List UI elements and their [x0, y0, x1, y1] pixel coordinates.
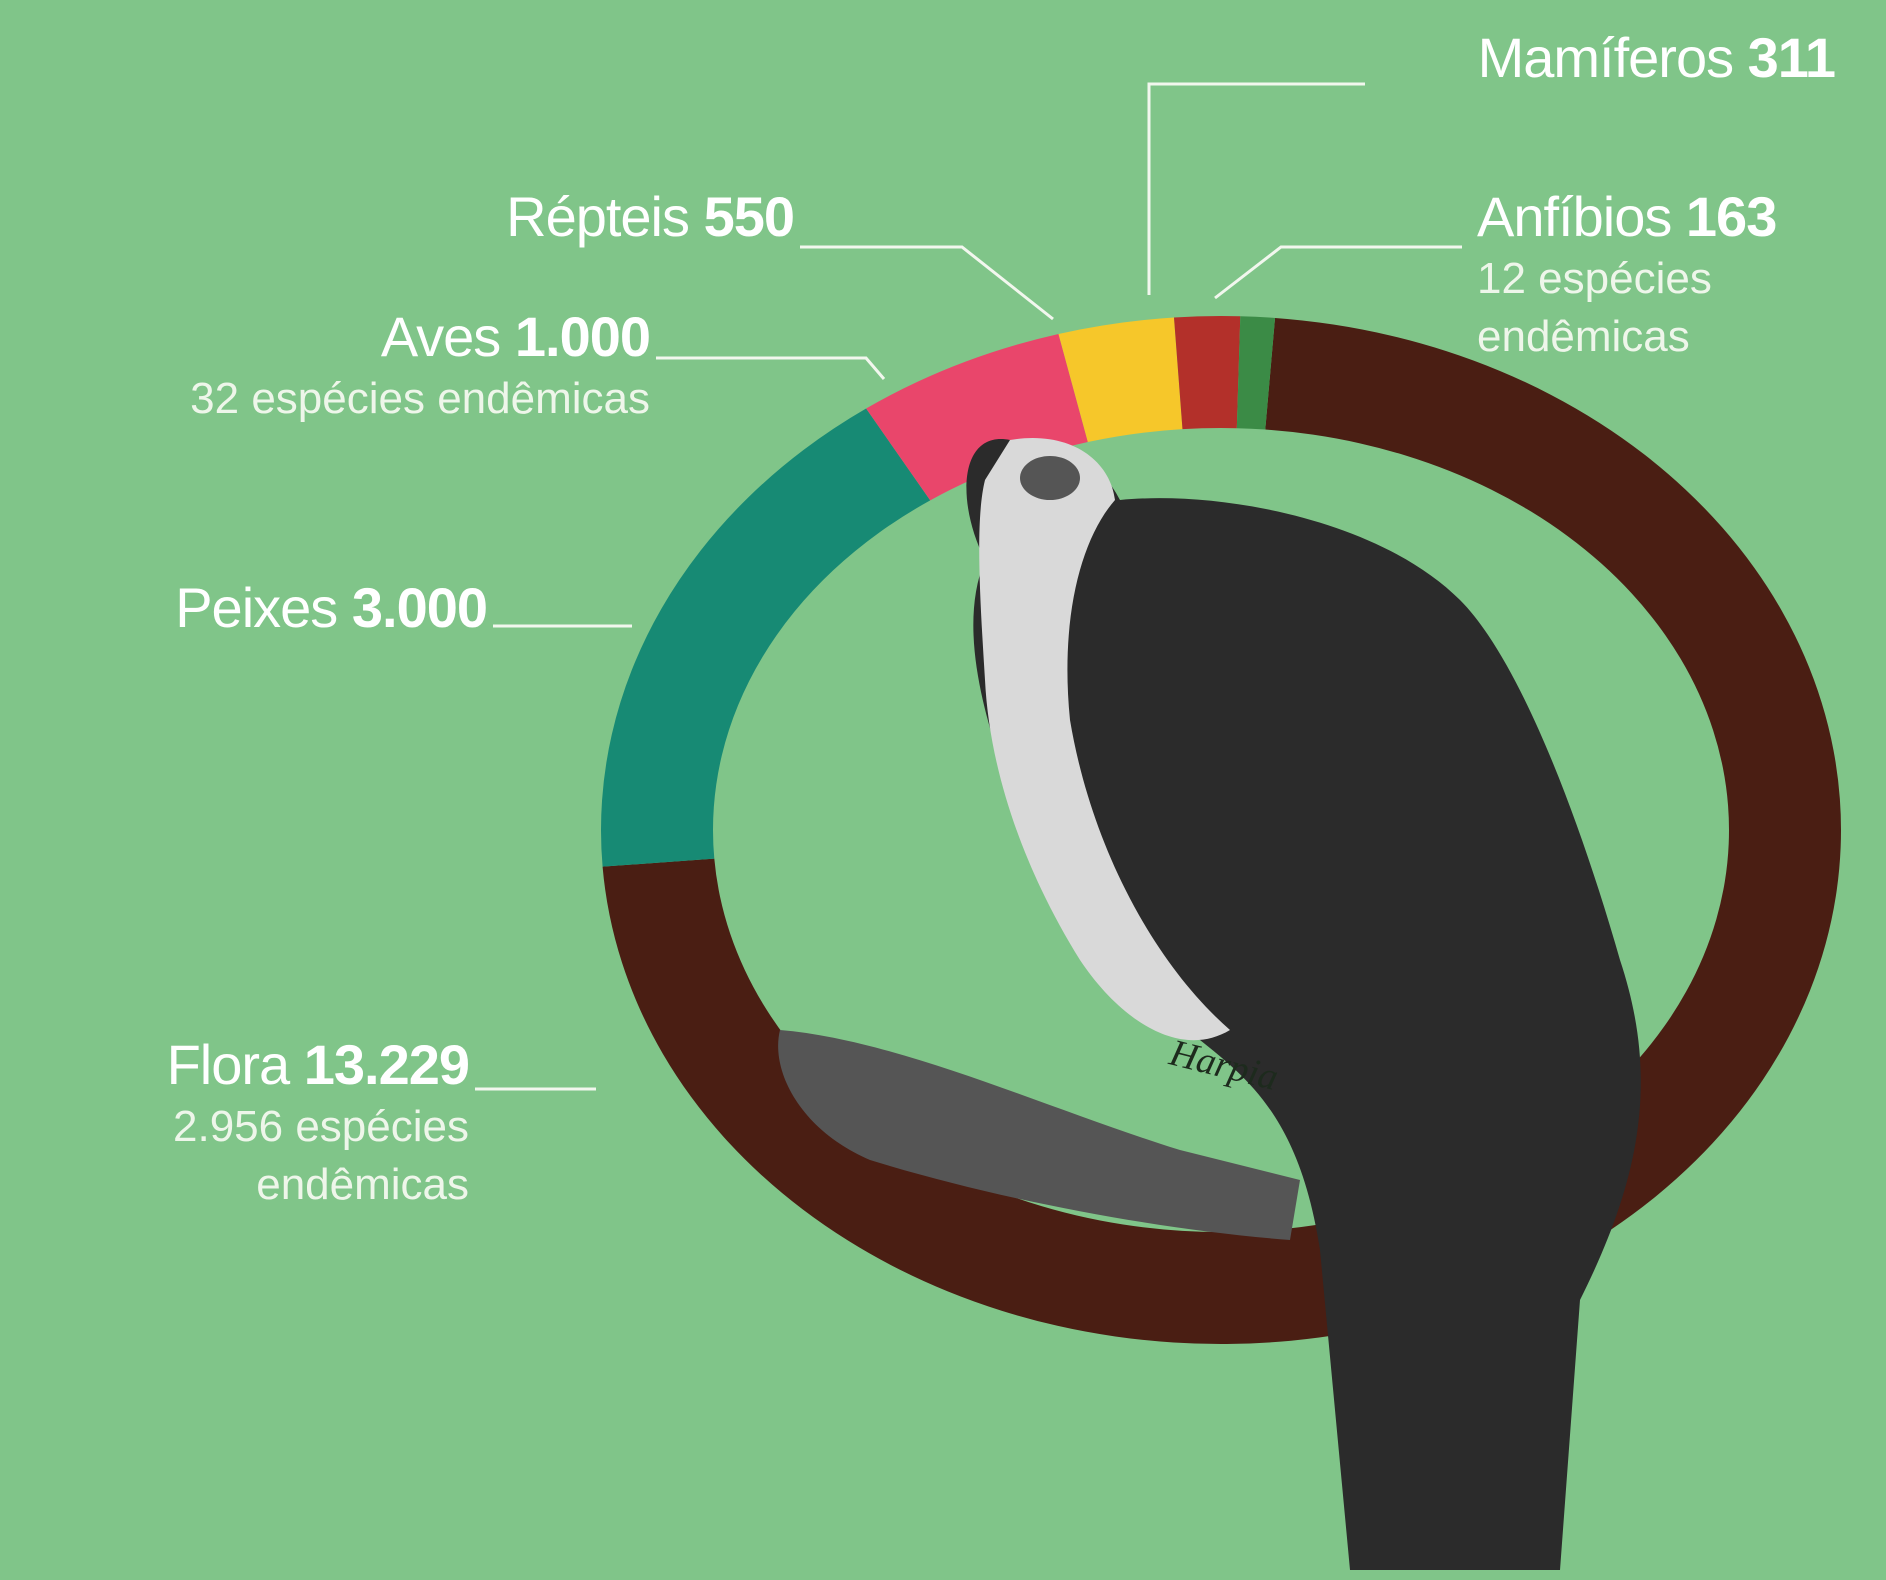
slice-label: Anfíbios 163 12 espécies endêmicas: [1477, 184, 1817, 366]
category-name: Anfíbios: [1477, 185, 1672, 248]
value-label: 550: [703, 185, 795, 248]
slice-label: Flora 13.229 2.956 espécies endêmicas: [49, 1032, 470, 1214]
value-label: 1.000: [514, 305, 651, 368]
branch: [778, 1030, 1300, 1240]
category-name: Mamíferos: [1477, 26, 1734, 89]
leader-line: [800, 245, 1054, 321]
bird-eye: [1020, 456, 1080, 500]
category-name: Peixes: [175, 576, 338, 639]
value-label: 13.229: [303, 1033, 470, 1096]
leader-line: [1214, 245, 1462, 300]
label-line: Mamíferos 311: [1477, 25, 1836, 91]
note: 12 espécies endêmicas: [1477, 254, 1712, 361]
slice-label: Aves 1.000 32 espécies endêmicas: [190, 304, 651, 428]
note: 32 espécies endêmicas: [190, 374, 650, 423]
leader-line: [1147, 82, 1365, 295]
slice-label: Peixes 3.000: [175, 575, 488, 641]
label-line: Anfíbios 163: [1477, 184, 1817, 250]
donut-segment: [601, 408, 931, 867]
value-label: 3.000: [351, 576, 488, 639]
slice-label: Répteis 550: [506, 184, 795, 250]
bird-chest: [979, 438, 1230, 1041]
bird-body: [966, 439, 1641, 1570]
leader-line: [656, 356, 886, 380]
donut-segment: [1173, 316, 1241, 430]
label-line: Répteis 550: [506, 184, 795, 250]
label-line: Aves 1.000: [190, 304, 651, 370]
donut-segment: [1058, 317, 1183, 443]
category-name: Aves: [380, 305, 501, 368]
label-line: Flora 13.229: [49, 1032, 470, 1098]
leader-lines: [475, 82, 1462, 1091]
category-name: Répteis: [506, 185, 690, 248]
bird-illustration: [778, 438, 1641, 1570]
donut: [601, 316, 1842, 1344]
value-label: 311: [1747, 26, 1836, 89]
category-name: Flora: [166, 1033, 291, 1096]
slice-label: Mamíferos 311: [1477, 25, 1836, 91]
label-line: Peixes 3.000: [175, 575, 488, 641]
donut-segment: [866, 333, 1088, 501]
value-label: 163: [1685, 185, 1777, 248]
note: 2.956 espécies endêmicas: [173, 1102, 469, 1209]
donut-segment: [1236, 316, 1276, 430]
